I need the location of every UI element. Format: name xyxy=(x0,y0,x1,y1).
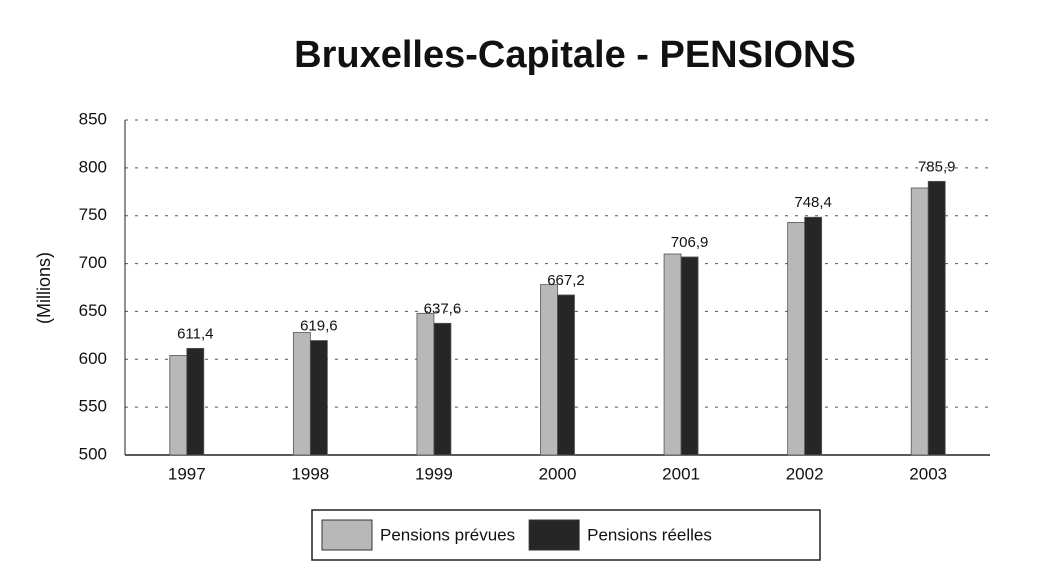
bar xyxy=(787,222,806,456)
y-tick-label: 850 xyxy=(79,109,107,128)
bar xyxy=(680,256,699,456)
bar xyxy=(663,253,682,456)
value-label: 611,4 xyxy=(177,325,213,342)
y-tick-label: 500 xyxy=(79,444,107,463)
value-label: 706,9 xyxy=(671,234,709,251)
value-label: 637,6 xyxy=(424,300,462,317)
x-tick-label: 2002 xyxy=(786,464,824,483)
x-tick-label: 1999 xyxy=(415,464,453,483)
x-tick-label: 2000 xyxy=(539,464,577,483)
legend-swatch xyxy=(528,519,580,551)
y-tick-label: 700 xyxy=(79,253,107,272)
bar xyxy=(540,284,558,456)
y-tick-label: 750 xyxy=(79,205,107,224)
value-label: 619,6 xyxy=(300,317,338,334)
x-tick-label: 2003 xyxy=(909,464,947,483)
y-axis-label: (Millions) xyxy=(34,252,54,324)
legend-label: Pensions prévues xyxy=(380,525,515,544)
y-tick-label: 650 xyxy=(79,301,107,320)
x-tick-label: 1997 xyxy=(168,464,206,483)
bar xyxy=(186,347,205,456)
bar xyxy=(169,355,188,456)
legend-label: Pensions réelles xyxy=(587,525,712,544)
bar xyxy=(557,294,575,456)
bar xyxy=(309,340,328,456)
legend-swatch xyxy=(321,519,373,551)
y-tick-label: 800 xyxy=(79,157,107,176)
value-label: 785,9 xyxy=(918,158,956,175)
bar xyxy=(804,216,823,456)
y-tick-label: 550 xyxy=(79,397,107,416)
bar xyxy=(416,312,435,456)
bar xyxy=(292,332,311,456)
bar xyxy=(433,322,452,456)
y-tick-label: 600 xyxy=(79,349,107,368)
x-tick-label: 2001 xyxy=(662,464,700,483)
bar xyxy=(910,187,929,456)
bar xyxy=(927,180,946,456)
x-tick-label: 1998 xyxy=(291,464,329,483)
chart-title: Bruxelles-Capitale - PENSIONS xyxy=(294,34,856,76)
value-label: 667,2 xyxy=(547,272,585,289)
value-label: 748,4 xyxy=(794,194,832,211)
